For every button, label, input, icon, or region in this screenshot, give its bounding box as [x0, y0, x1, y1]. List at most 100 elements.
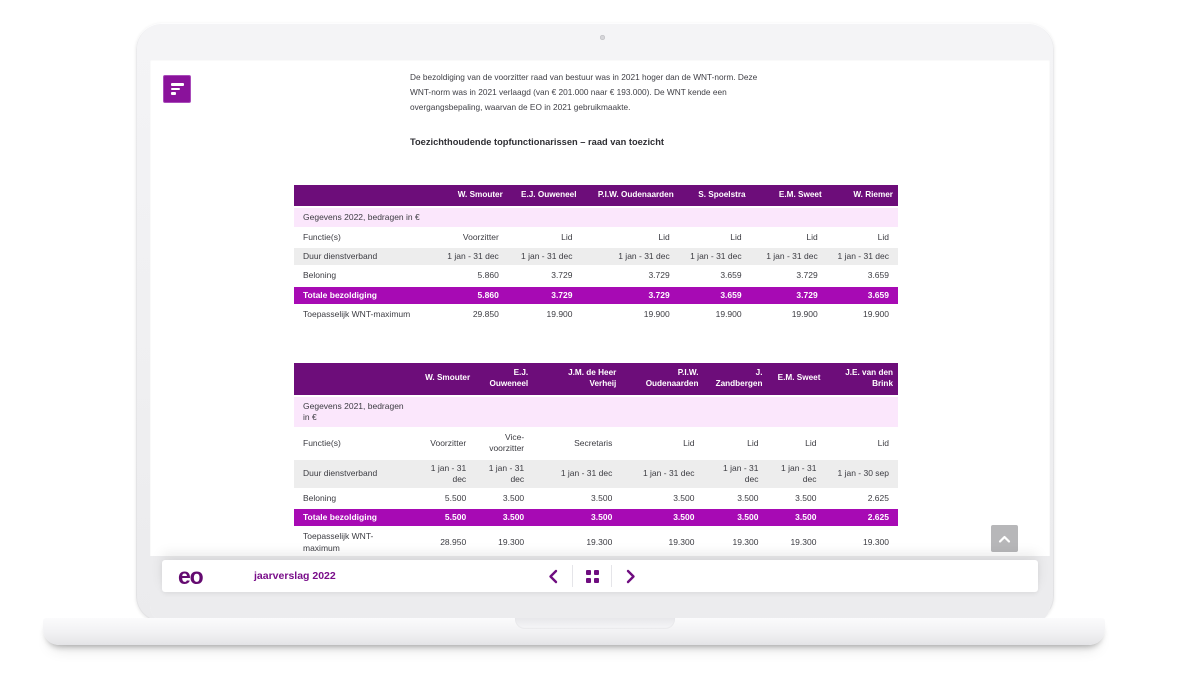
- cell: 19.300: [475, 528, 534, 557]
- table-row: Totale bezoldiging 5.860 3.729 3.729 3.659 3.…: [294, 286, 898, 304]
- cell: 3.659: [826, 286, 898, 304]
- cell: Lid: [621, 429, 704, 458]
- cell: 19.300: [621, 528, 704, 557]
- cell: 3.659: [826, 267, 898, 285]
- report-title: jaarverslag 2022: [254, 570, 336, 582]
- cell: 19.300: [825, 528, 898, 557]
- row-label: Beloning: [294, 267, 435, 285]
- cell: 19.900: [678, 305, 751, 324]
- column-header: J.M. de Heer Verheij: [533, 363, 622, 395]
- row-label: Toepasselijk WNT- maximum: [294, 528, 401, 557]
- row-label: Duur dienstverband: [294, 459, 401, 488]
- row-label: Functie(s): [294, 429, 401, 458]
- laptop-base: [43, 618, 1105, 645]
- cell: 3.659: [678, 267, 751, 285]
- table-row: Duur dienstverband 1 jan - 31 dec 1 jan - …: [294, 248, 898, 266]
- bottom-navigation-bar: eo jaarverslag 2022: [162, 560, 1038, 592]
- section-heading: Toezichthoudende topfunctionarissen – ra…: [410, 137, 664, 147]
- cell: Lid: [750, 229, 827, 247]
- base-notch: [515, 618, 675, 629]
- cell: 2.625: [825, 489, 898, 508]
- row-label: Beloning: [294, 489, 401, 508]
- column-header: E.M. Sweet: [767, 363, 826, 395]
- cell: 1 jan - 31 dec: [581, 248, 679, 266]
- table-row: Duur dienstverband 1 jan - 31 dec 1 jan - …: [294, 459, 898, 488]
- cell: 1 jan - 31 dec: [400, 459, 476, 488]
- cell: 5.500: [400, 509, 476, 527]
- cell: 1 jan - 31 dec: [750, 248, 827, 266]
- pager-controls: [546, 560, 638, 592]
- scroll-to-top-button[interactable]: [991, 525, 1018, 552]
- column-header: W. Smouter: [400, 363, 476, 395]
- previous-page-button[interactable]: [546, 566, 560, 586]
- row-label: Totale bezoldiging: [294, 509, 401, 527]
- cell: 3.500: [767, 509, 826, 527]
- table-group-label: Gegevens 2022, bedragen in €: [294, 207, 898, 228]
- cell: 3.500: [621, 509, 704, 527]
- column-header: P.I.W. Oudenaarden: [581, 185, 679, 206]
- cell: 28.950: [400, 528, 476, 557]
- table-row: Totale bezoldiging 5.500 3.500 3.500 3.500 3.…: [294, 509, 898, 527]
- table-row: Functie(s) Voorzitter Vice- voorzitter Secr…: [294, 429, 898, 458]
- table-row: Toepasselijk WNT- maximum 28.950 19.300 19.…: [294, 528, 898, 557]
- cell: 1 jan - 31 dec: [621, 459, 704, 488]
- cell: Lid: [581, 229, 679, 247]
- cell: Lid: [767, 429, 826, 458]
- next-page-button[interactable]: [624, 566, 638, 586]
- column-header: [294, 363, 401, 395]
- column-header: E.M. Sweet: [750, 185, 827, 206]
- cell: Lid: [678, 229, 751, 247]
- table-row: Functie(s) Voorzitter Lid Lid Lid Lid Lid: [294, 229, 898, 247]
- cell: 19.900: [826, 305, 898, 324]
- row-label: Toepasselijk WNT-maximum: [294, 305, 435, 324]
- cell: 19.300: [533, 528, 622, 557]
- table-group-label: Gegevens 2021, bedragen in €: [294, 396, 898, 428]
- camera-dot: [600, 35, 605, 40]
- cell: 19.900: [581, 305, 679, 324]
- overview-button[interactable]: [585, 566, 599, 586]
- cell: Voorzitter: [434, 229, 508, 247]
- column-header: E.J. Ouweneel: [507, 185, 582, 206]
- column-header: P.I.W. Oudenaarden: [621, 363, 704, 395]
- cell: 2.625: [825, 509, 898, 527]
- cell: 19.300: [767, 528, 826, 557]
- data-table: W. Smouter E.J. Ouweneel J.M. de Heer Verh…: [294, 361, 898, 559]
- cell: 3.729: [750, 286, 827, 304]
- table-row: Toepasselijk WNT-maximum 29.850 19.900 19.9…: [294, 305, 898, 324]
- cell: 3.500: [533, 509, 622, 527]
- cell: 3.729: [507, 267, 582, 285]
- grid-icon: [585, 569, 599, 583]
- cell: 3.729: [581, 286, 679, 304]
- table-2021: W. Smouter E.J. Ouweneel J.M. de Heer Verh…: [294, 361, 898, 559]
- cell: 3.500: [767, 489, 826, 508]
- row-label: Functie(s): [294, 229, 435, 247]
- cell: 3.729: [581, 267, 679, 285]
- cell: 3.500: [703, 509, 768, 527]
- row-label: Totale bezoldiging: [294, 286, 435, 304]
- cell: 1 jan - 31 dec: [767, 459, 826, 488]
- cell: 3.500: [703, 489, 768, 508]
- cell: Lid: [703, 429, 768, 458]
- row-label: Duur dienstverband: [294, 248, 435, 266]
- eo-logo[interactable]: eo: [178, 563, 204, 589]
- column-header: E.J. Ouweneel: [475, 363, 534, 395]
- cell: 5.500: [400, 489, 476, 508]
- cell: Voorzitter: [400, 429, 476, 458]
- cell: Lid: [825, 429, 898, 458]
- menu-button[interactable]: [163, 75, 191, 103]
- cell: 3.500: [621, 489, 704, 508]
- cell: 19.300: [703, 528, 768, 557]
- cell: Lid: [507, 229, 582, 247]
- divider: [611, 565, 612, 587]
- chevron-left-icon: [549, 569, 558, 583]
- cell: 19.900: [750, 305, 827, 324]
- column-header: W. Riemer: [826, 185, 898, 206]
- column-header: J.E. van den Brink: [825, 363, 898, 395]
- body-paragraph: De bezoldiging van de voorzitter raad va…: [410, 72, 758, 112]
- cell: Vice- voorzitter: [475, 429, 534, 458]
- cell: 19.900: [507, 305, 582, 324]
- cell: 3.500: [475, 509, 534, 527]
- table-row: Beloning 5.500 3.500 3.500 3.500 3.500 3.500 2.…: [294, 489, 898, 508]
- chevron-up-icon: [998, 535, 1011, 543]
